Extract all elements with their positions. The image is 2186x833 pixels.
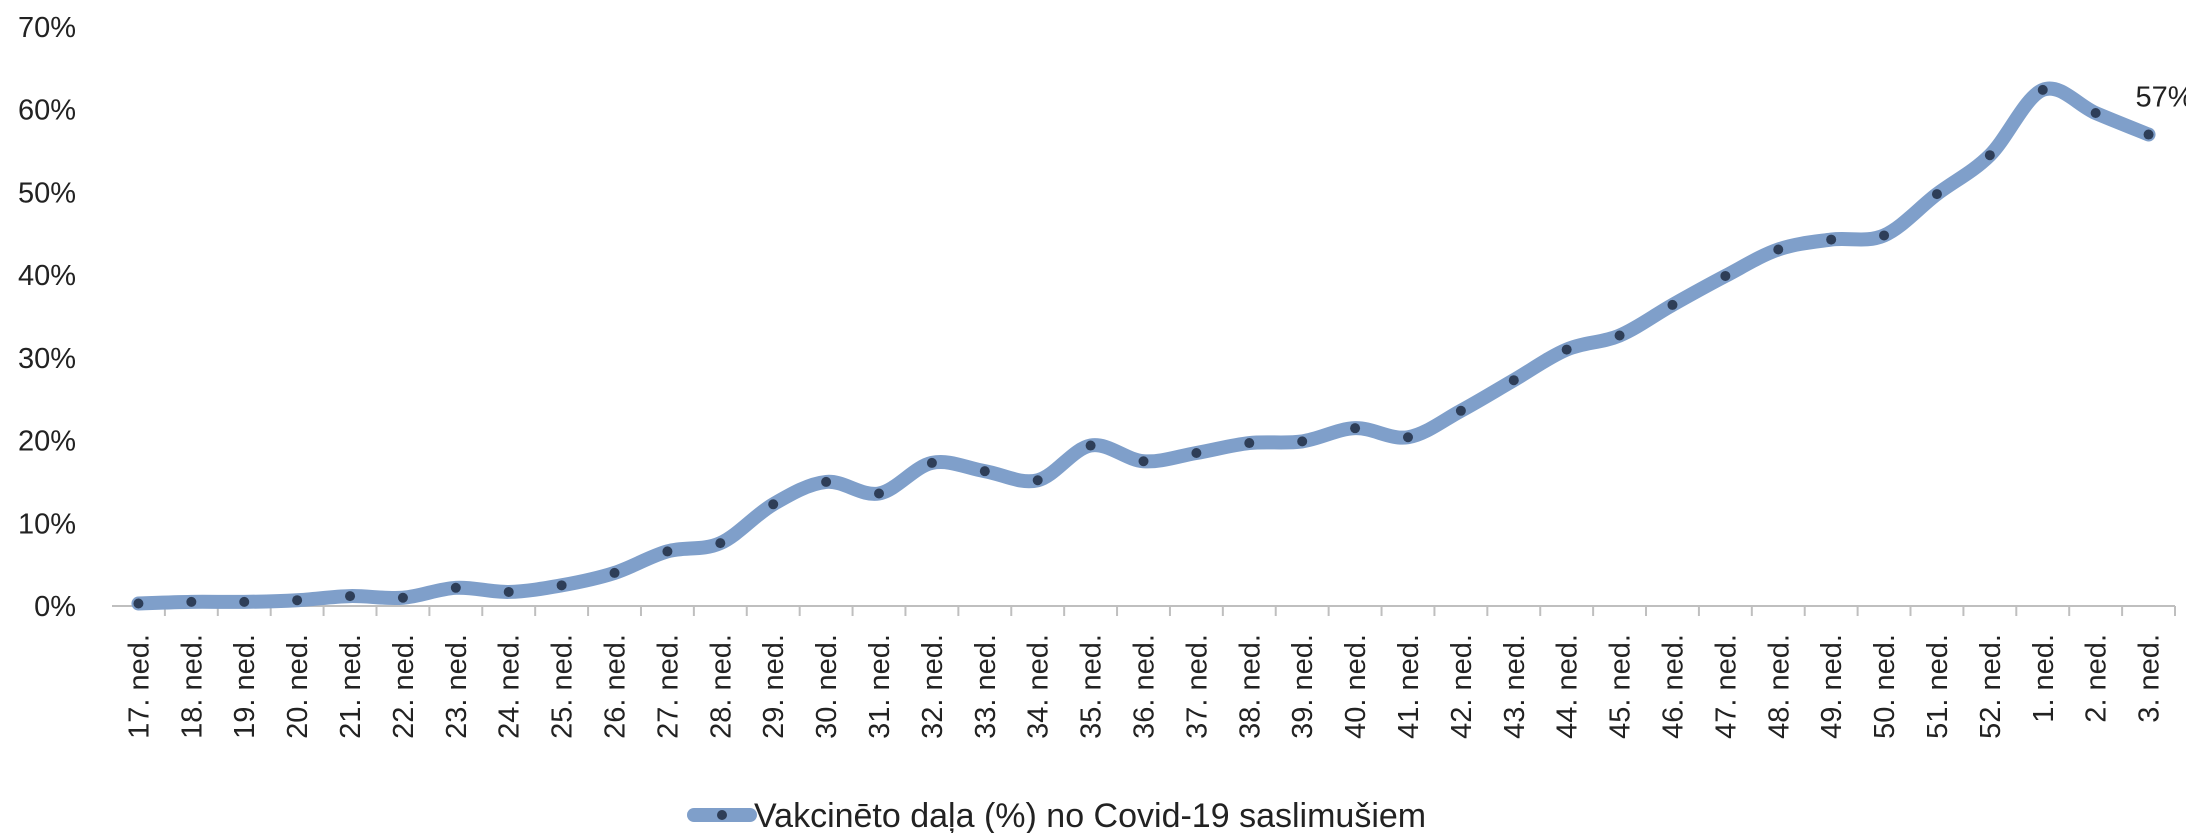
legend-label: Vakcinēto daļa (%) no Covid-19 saslimuši…: [754, 797, 1426, 833]
x-tick-label: 2. ned.: [2081, 634, 2113, 723]
data-point: [979, 466, 990, 477]
x-tick-label: 20. ned.: [282, 634, 314, 739]
x-tick-label: 1. ned.: [2028, 634, 2060, 723]
data-point: [1138, 456, 1149, 467]
data-point: [292, 595, 303, 606]
data-point: [1085, 440, 1096, 451]
y-tick-label: 40%: [18, 260, 76, 292]
data-point: [397, 592, 408, 603]
data-point: [874, 488, 885, 499]
data-label: 57%: [2136, 82, 2186, 114]
data-point: [609, 567, 620, 578]
data-point: [556, 580, 567, 591]
data-point: [345, 591, 356, 602]
data-point: [2090, 108, 2101, 119]
data-point: [1931, 189, 1942, 200]
x-tick-label: 38. ned.: [1234, 634, 1266, 739]
x-tick-label: 41. ned.: [1393, 634, 1425, 739]
x-tick-label: 52. ned.: [1975, 634, 2007, 739]
series-line: [131, 81, 2156, 611]
x-tick-label: 46. ned.: [1657, 634, 1689, 739]
x-tick-label: 27. ned.: [652, 634, 684, 739]
x-tick-label: 45. ned.: [1605, 634, 1637, 739]
data-point: [1244, 438, 1255, 449]
x-tick-label: 22. ned.: [388, 634, 420, 739]
x-tick-label: 29. ned.: [758, 634, 790, 739]
x-tick-label: 17. ned.: [123, 634, 155, 739]
data-point: [1667, 299, 1678, 310]
x-tick-label: 44. ned.: [1552, 634, 1584, 739]
data-point: [1191, 447, 1202, 458]
data-point: [1561, 344, 1572, 355]
data-point: [239, 596, 250, 607]
y-tick-label: 0%: [34, 591, 76, 623]
x-tick-label: 49. ned.: [1816, 634, 1848, 739]
data-point: [1879, 230, 1890, 241]
data-point: [1402, 432, 1413, 443]
data-point: [2037, 84, 2048, 95]
data-point: [926, 457, 937, 468]
x-tick-label: 36. ned.: [1129, 634, 1161, 739]
y-tick-label: 70%: [18, 12, 76, 44]
data-point: [768, 499, 779, 510]
data-point: [1614, 330, 1625, 341]
x-tick-label: 40. ned.: [1340, 634, 1372, 739]
x-tick-label: 19. ned.: [229, 634, 261, 739]
x-tick-label: 28. ned.: [705, 634, 737, 739]
y-tick-label: 10%: [18, 508, 76, 540]
data-point: [133, 598, 144, 609]
x-tick-label: 23. ned.: [441, 634, 473, 739]
y-tick-label: 50%: [18, 177, 76, 209]
legend-marker: [717, 810, 727, 820]
x-tick-label: 18. ned.: [176, 634, 208, 739]
data-point: [1826, 234, 1837, 245]
data-point: [1455, 405, 1466, 416]
x-tick-label: 34. ned.: [1023, 634, 1055, 739]
data-point: [1773, 244, 1784, 255]
x-tick-label: 48. ned.: [1763, 634, 1795, 739]
x-tick-label: 30. ned.: [811, 634, 843, 739]
x-tick-label: 21. ned.: [335, 634, 367, 739]
y-tick-label: 30%: [18, 343, 76, 375]
data-point: [715, 538, 726, 549]
data-point: [821, 476, 832, 487]
x-tick-label: 24. ned.: [494, 634, 526, 739]
data-point: [1032, 475, 1043, 486]
x-tick-label: 47. ned.: [1710, 634, 1742, 739]
y-tick-label: 20%: [18, 426, 76, 458]
y-tick-label: 60%: [18, 95, 76, 127]
x-tick-label: 32. ned.: [917, 634, 949, 739]
x-tick-label: 3. ned.: [2134, 634, 2166, 723]
data-point: [450, 582, 461, 593]
x-tick-label: 25. ned.: [547, 634, 579, 739]
x-tick-label: 31. ned.: [864, 634, 896, 739]
data-point: [2143, 129, 2154, 140]
data-point: [503, 586, 514, 597]
x-tick-label: 51. ned.: [1922, 634, 1954, 739]
x-tick-label: 42. ned.: [1446, 634, 1478, 739]
x-tick-label: 37. ned.: [1181, 634, 1213, 739]
x-tick-label: 39. ned.: [1287, 634, 1319, 739]
x-tick-label: 35. ned.: [1076, 634, 1108, 739]
data-point: [1508, 375, 1519, 386]
x-tick-label: 26. ned.: [600, 634, 632, 739]
data-point: [186, 596, 197, 607]
data-point: [1350, 423, 1361, 434]
data-point: [662, 546, 673, 557]
data-point: [1984, 150, 1995, 161]
x-tick-label: 43. ned.: [1499, 634, 1531, 739]
data-point: [1297, 436, 1308, 447]
x-tick-label: 50. ned.: [1869, 634, 1901, 739]
x-tick-label: 33. ned.: [970, 634, 1002, 739]
data-point: [1720, 270, 1731, 281]
